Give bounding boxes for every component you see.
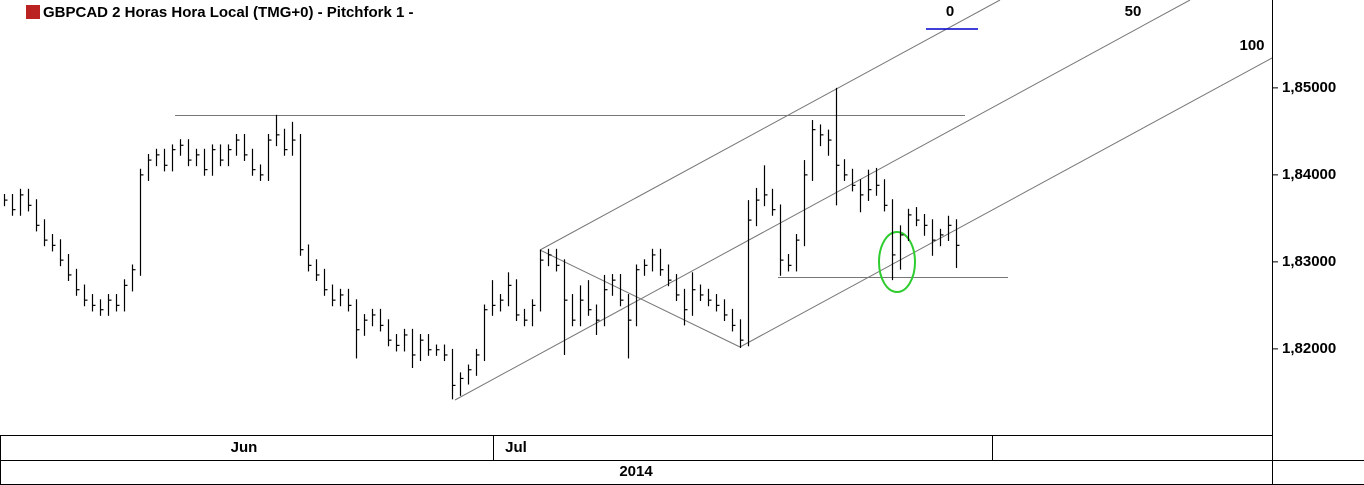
pitchfork-label: 50 xyxy=(1125,3,1142,20)
symbol-icon xyxy=(26,5,40,19)
x-year-label: 2014 xyxy=(619,463,653,480)
y-tick-label: 1,83000 xyxy=(1282,253,1336,270)
pitchfork-handle xyxy=(539,249,741,348)
x-tick-label: Jun xyxy=(231,439,258,456)
chart-title: GBPCAD 2 Horas Hora Local (TMG+0) - Pitc… xyxy=(43,4,413,21)
y-tick-label: 1,84000 xyxy=(1282,166,1336,183)
x-tick-label: Jul xyxy=(505,439,527,456)
pitchfork-line xyxy=(739,57,1273,348)
pitchfork-label: 100 xyxy=(1239,37,1264,54)
pitchfork-line xyxy=(539,0,1001,251)
pitchfork-label: 0 xyxy=(946,3,954,20)
y-tick-label: 1,85000 xyxy=(1282,79,1336,96)
y-tick-label: 1,82000 xyxy=(1282,340,1336,357)
highlight-ellipse xyxy=(878,231,916,293)
pitchfork-line xyxy=(454,0,1191,401)
